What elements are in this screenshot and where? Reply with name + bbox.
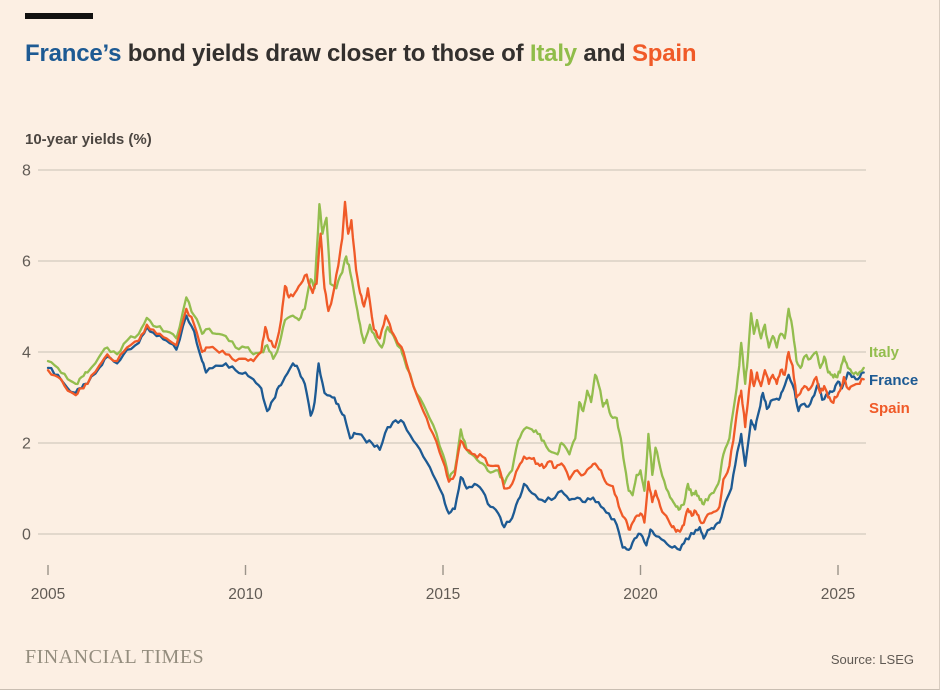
title-segment: and — [576, 40, 632, 67]
bond-yields-line-chart: 0 2 4 6 8 2005 2010 2015 2020 2025 Italy France Spai… — [22, 163, 918, 604]
y-tick-label: 8 — [22, 163, 31, 180]
x-tick-label: 2010 — [228, 586, 263, 603]
source-label: Source: LSEG — [830, 652, 914, 667]
ft-logo: FINANCIAL TIMES — [25, 646, 205, 668]
legend-label-france: France — [869, 372, 918, 389]
series-line-spain — [46, 200, 865, 533]
title-segment: France’s — [25, 40, 122, 67]
y-tick-label: 2 — [22, 436, 31, 453]
legend-label-spain: Spain — [869, 400, 910, 417]
y-axis-title: 10-year yields (%) — [25, 131, 152, 148]
title-segment: Italy — [529, 40, 577, 67]
accent-bar — [25, 13, 93, 19]
x-tick-label: 2015 — [426, 586, 460, 603]
y-tick-label: 6 — [22, 254, 31, 271]
x-tick-label: 2020 — [623, 586, 658, 603]
series-line-france — [46, 314, 865, 552]
chart-title: France’s bond yields draw closer to thos… — [25, 40, 919, 68]
x-tick-label: 2025 — [821, 586, 855, 603]
title-segment: bond yields draw closer to those of — [121, 40, 530, 67]
y-tick-label: 4 — [22, 345, 31, 362]
x-tick-label: 2005 — [31, 586, 65, 603]
legend-label-italy: Italy — [869, 344, 900, 361]
title-segment: Spain — [631, 40, 697, 67]
y-tick-label: 0 — [22, 527, 31, 544]
